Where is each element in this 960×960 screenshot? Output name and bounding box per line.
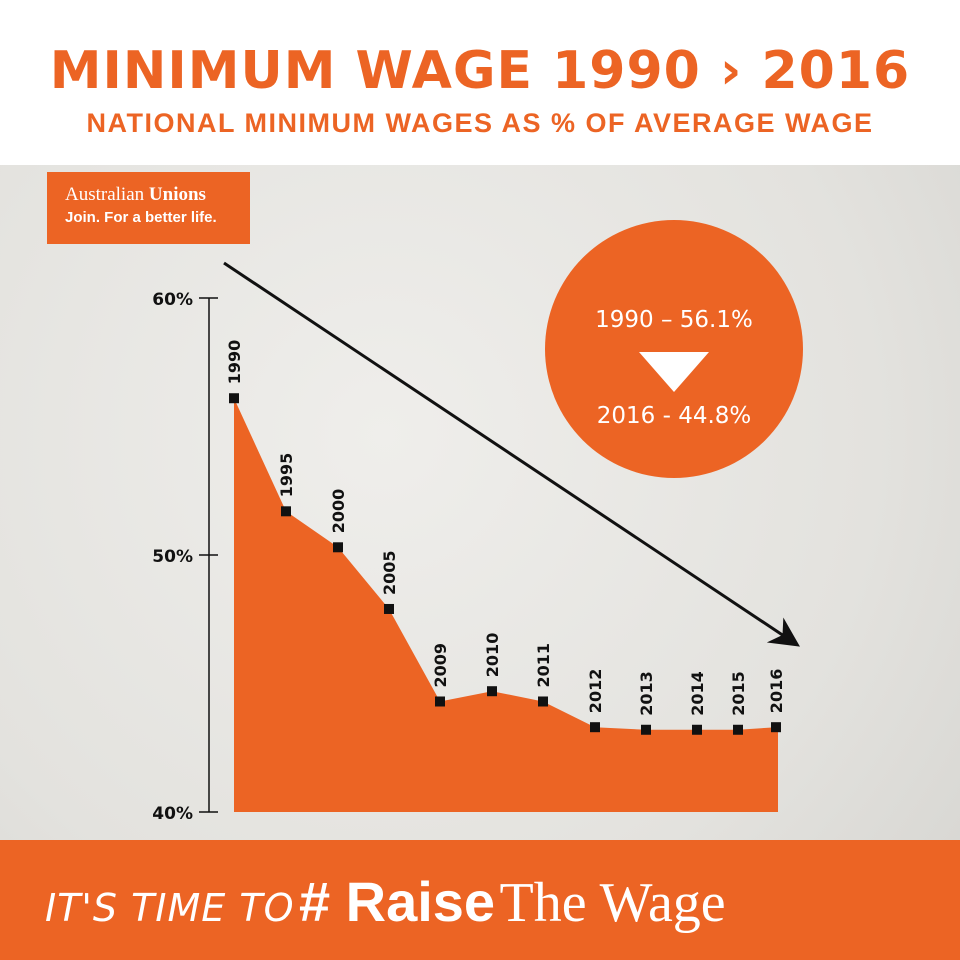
- y-tick-label-40: 40%: [152, 804, 193, 824]
- area-fill: [234, 398, 778, 812]
- year-label-2000: 2000: [329, 489, 348, 534]
- data-point-2015: [733, 724, 743, 735]
- badge-2016-value: 2016 - 44.8%: [596, 403, 752, 429]
- y-tick-label-60: 60%: [152, 290, 193, 310]
- year-label-2009: 2009: [431, 643, 450, 688]
- data-point-2010: [487, 686, 497, 697]
- data-point-2000: [333, 542, 343, 553]
- trend-arrow: [223, 261, 800, 647]
- data-point-2012: [590, 722, 600, 733]
- year-label-2011: 2011: [534, 643, 553, 688]
- logo-name: Australian Unions: [65, 184, 206, 206]
- data-point-2011: [538, 696, 548, 707]
- down-triangle-icon: [639, 352, 709, 392]
- year-label-2014: 2014: [688, 671, 707, 716]
- footer-banner: IT'S TIME TO # Raise The Wage: [0, 840, 960, 960]
- slogan-part-3: The Wage: [499, 872, 726, 934]
- year-label-2016: 2016: [767, 669, 786, 714]
- data-point-2014: [692, 724, 702, 735]
- slogan-hashtag: # Raise: [298, 870, 496, 933]
- year-label-2015: 2015: [729, 671, 748, 716]
- year-label-1995: 1995: [277, 453, 296, 498]
- page-subtitle: NATIONAL MINIMUM WAGES AS % OF AVERAGE W…: [86, 108, 874, 138]
- data-point-2016: [771, 722, 781, 733]
- data-point-1995: [281, 506, 291, 517]
- year-label-2013: 2013: [637, 671, 656, 716]
- data-point-2005: [384, 603, 394, 614]
- page-title: MINIMUM WAGE 1990 › 2016: [49, 41, 911, 101]
- data-point-1990: [229, 393, 239, 404]
- year-label-1990: 1990: [225, 340, 244, 385]
- slogan-part-1: IT'S TIME TO: [45, 886, 295, 930]
- logo-name-light: Australian: [65, 184, 145, 205]
- year-label-2005: 2005: [380, 550, 399, 595]
- australian-unions-logo[interactable]: Australian Unions Join. For a better lif…: [47, 172, 250, 244]
- year-label-2010: 2010: [483, 633, 502, 678]
- campaign-slogan[interactable]: IT'S TIME TO # Raise The Wage: [45, 870, 726, 949]
- badge-1990-value: 1990 – 56.1%: [595, 307, 753, 333]
- header: MINIMUM WAGE 1990 › 2016 NATIONAL MINIMU…: [0, 0, 960, 165]
- year-label-2012: 2012: [586, 669, 605, 714]
- change-badge: 1990 – 56.1% 2016 - 44.8%: [545, 220, 803, 478]
- data-point-2013: [641, 724, 651, 735]
- data-point-2009: [435, 696, 445, 707]
- logo-tagline: Join. For a better life.: [65, 209, 217, 226]
- logo-name-bold: Unions: [148, 184, 206, 205]
- y-tick-label-50: 50%: [152, 547, 193, 567]
